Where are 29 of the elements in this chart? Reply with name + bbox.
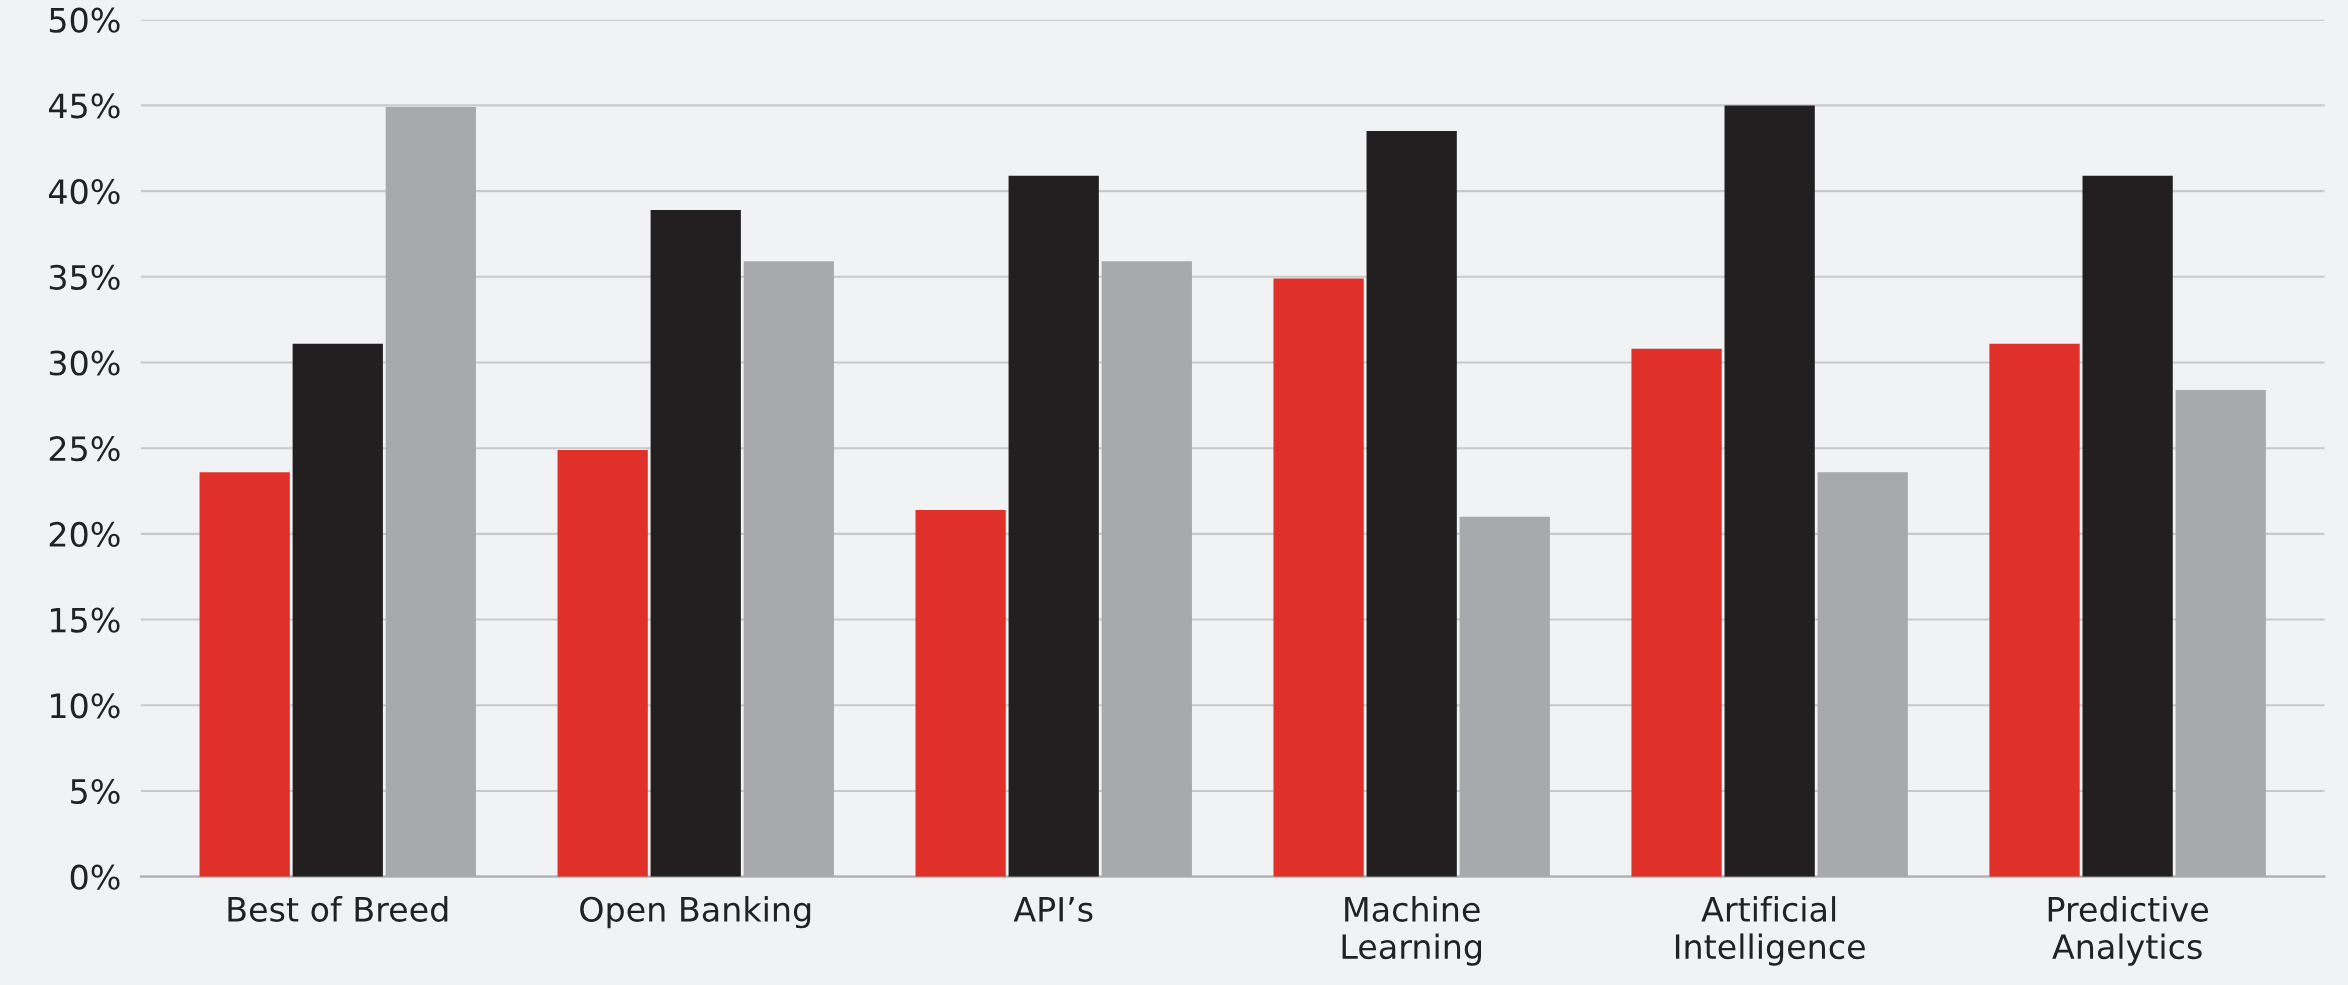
bar	[915, 509, 1006, 877]
x-tick-label: Open Banking	[580, 896, 811, 929]
y-tick-label: 20%	[49, 521, 120, 548]
bar	[557, 449, 648, 877]
y-tick-label: 10%	[51, 693, 120, 719]
x-tick-label: Machine Learning	[1342, 896, 1482, 966]
bar	[199, 472, 290, 877]
bar	[1724, 105, 1815, 877]
bar	[1989, 343, 2080, 877]
bar	[650, 209, 741, 877]
bar	[1273, 278, 1364, 877]
bar	[1366, 131, 1457, 877]
bar	[2082, 175, 2173, 877]
x-tick-label: Artificial Intelligence	[1675, 896, 1865, 966]
x-tick-label: Predictive Analytics	[2048, 896, 2208, 966]
y-tick-label: 0%	[70, 864, 120, 890]
x-tick-label: Best of Breed	[228, 896, 448, 922]
y-tick-label: 40%	[48, 179, 120, 205]
bar	[1631, 348, 1722, 877]
bar	[292, 343, 383, 877]
bar	[1008, 175, 1099, 877]
y-tick-label: 5%	[71, 778, 120, 805]
y-tick-label: 45%	[48, 93, 120, 119]
y-tick-label: 50%	[49, 7, 120, 33]
y-tick-label: 35%	[49, 264, 120, 290]
x-tick-label: API’s	[1013, 897, 1093, 922]
y-tick-label: 30%	[49, 350, 120, 376]
y-tick-label: 15%	[51, 607, 120, 633]
y-tick-label: 25%	[49, 436, 120, 462]
